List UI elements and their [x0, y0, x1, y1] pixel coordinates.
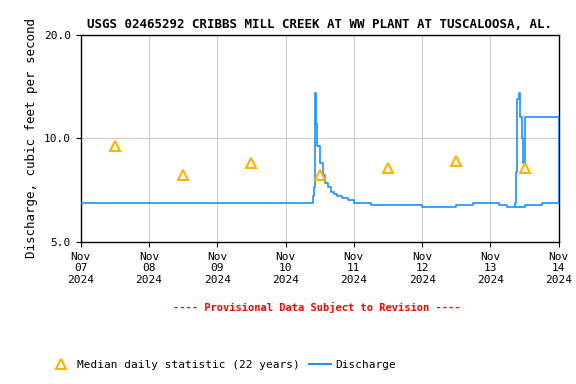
Legend: Median daily statistic (22 years), Discharge: Median daily statistic (22 years), Disch…	[46, 356, 400, 375]
Text: ---- Provisional Data Subject to Revision ----: ---- Provisional Data Subject to Revisio…	[173, 302, 461, 313]
Title: USGS 02465292 CRIBBS MILL CREEK AT WW PLANT AT TUSCALOOSA, AL.: USGS 02465292 CRIBBS MILL CREEK AT WW PL…	[87, 18, 552, 31]
Y-axis label: Discharge, cubic feet per second: Discharge, cubic feet per second	[25, 18, 39, 258]
